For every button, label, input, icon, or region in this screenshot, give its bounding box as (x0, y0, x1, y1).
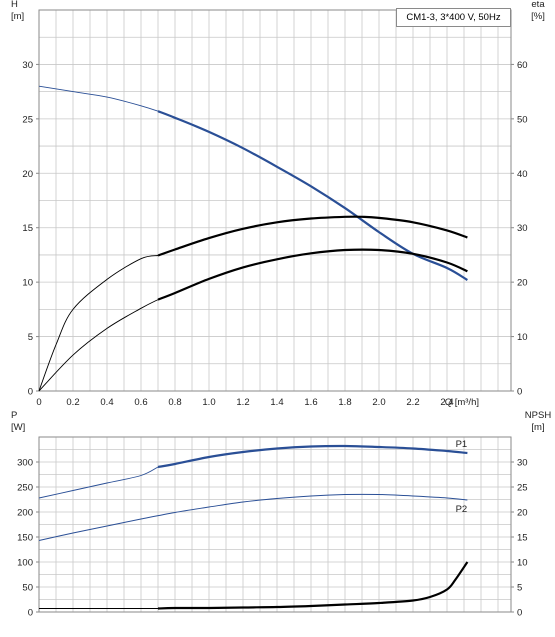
y-left-tick-label: 300 (17, 458, 33, 469)
series-label-p1: P1 (456, 439, 468, 450)
panel-head-efficiency (36, 9, 514, 392)
x-tick-label: 1.0 (202, 397, 215, 408)
y-left-tick-label: 50 (22, 583, 33, 594)
y-left-tick-label: 10 (22, 278, 33, 289)
series-0-0-line (38, 85, 159, 112)
y-right-tick-label: 30 (517, 458, 528, 469)
x-tick-label: 1.6 (304, 397, 317, 408)
y-left-tick-label: 100 (17, 558, 33, 569)
plot-frame (38, 436, 512, 613)
y-right-tick-label: 20 (517, 508, 528, 519)
y-left-tick-label: 0 (28, 387, 33, 398)
y-right-tick-label: 25 (517, 483, 528, 494)
x-tick-label: 1.4 (270, 397, 283, 408)
y-left-tick-label: 250 (17, 483, 33, 494)
series-0-0-line-operating (157, 110, 468, 281)
y-right-tick-label: 5 (517, 583, 522, 594)
y-right-tick-label: 15 (517, 533, 528, 544)
y-left-tick-label: 150 (17, 533, 33, 544)
title-box-text: CM1-3, 3*400 V, 50Hz (406, 12, 501, 23)
y-left-tick-label: 25 (22, 114, 33, 125)
x-tick-label: 1.2 (236, 397, 249, 408)
series-0-2-line (38, 299, 159, 392)
x-tick-label: 0 (36, 397, 41, 408)
y-right-tick-label: 0 (517, 608, 522, 619)
x-tick-label: 0.2 (66, 397, 79, 408)
plot-frame (38, 9, 512, 392)
title-box: CM1-3, 3*400 V, 50Hz (396, 8, 511, 27)
y-right-tick-label: 10 (517, 332, 528, 343)
p1-line-operating (157, 444, 468, 469)
x-axis-label: Q [m³/h] (445, 397, 479, 408)
series-0-1-line (38, 255, 159, 392)
x-tick-label: 2.4 (440, 397, 453, 408)
x-tick-label: 1.8 (338, 397, 351, 408)
y-left-axis-label: P (11, 410, 17, 421)
panel-power-npsh (36, 436, 514, 613)
p2-line (38, 493, 468, 541)
y-left-axis-unit: [m] (11, 11, 24, 22)
y-left-tick-label: 200 (17, 508, 33, 519)
y-left-tick-label: 15 (22, 223, 33, 234)
y-left-tick-label: 20 (22, 169, 33, 180)
series-1-2-line-operating (157, 561, 469, 610)
y-right-axis-unit: [%] (531, 11, 545, 22)
y-left-tick-label: 30 (22, 60, 33, 71)
y-right-axis-label: eta (531, 0, 545, 10)
y-right-axis-label: NPSH (525, 410, 552, 421)
y-left-tick-label: 0 (28, 608, 33, 619)
y-left-axis-label: H (11, 0, 18, 10)
y-right-tick-label: 40 (517, 169, 528, 180)
y-right-tick-label: 20 (517, 278, 528, 289)
y-right-axis-unit: [m] (531, 422, 544, 433)
series-label-p2: P2 (456, 504, 468, 515)
x-tick-label: 0.4 (100, 397, 113, 408)
y-left-tick-label: 5 (28, 332, 33, 343)
x-tick-label: 0.8 (168, 397, 181, 408)
series-0-2-line-operating (157, 248, 468, 301)
y-right-tick-label: 10 (517, 558, 528, 569)
y-right-tick-label: 30 (517, 223, 528, 234)
p1-line (38, 466, 159, 499)
x-tick-label: 2.2 (406, 397, 419, 408)
x-tick-label: 0.6 (134, 397, 147, 408)
y-right-tick-label: 50 (517, 114, 528, 125)
series-0-1-line-operating (157, 215, 468, 257)
y-right-tick-label: 0 (517, 387, 522, 398)
y-right-tick-label: 60 (517, 60, 528, 71)
y-left-axis-unit: [W] (11, 422, 25, 433)
x-tick-label: 2.0 (372, 397, 385, 408)
